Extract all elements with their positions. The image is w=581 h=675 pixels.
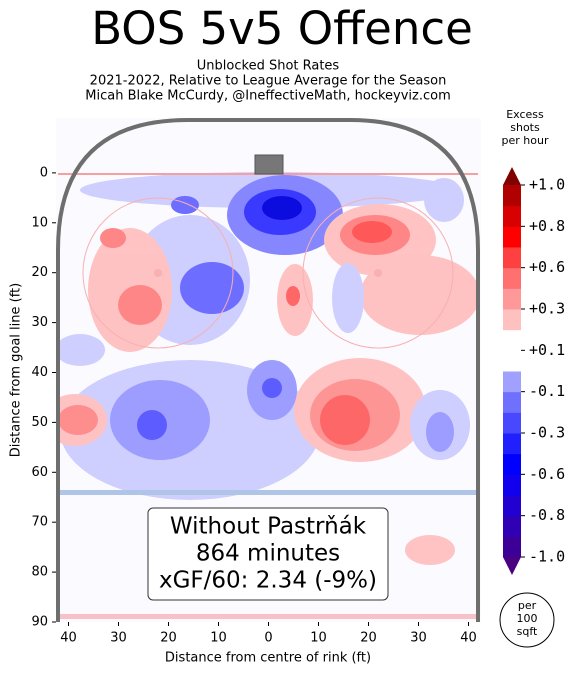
y-tick-label: 10 (31, 215, 48, 230)
subtitle: 2021-2022, Relative to League Average fo… (90, 74, 447, 89)
size-legend-label: per 100 sqft (516, 599, 538, 638)
colorbar-tick-label: +1.0 (529, 176, 565, 194)
colorbar-band (503, 205, 521, 227)
colorbar-band (503, 453, 521, 475)
subtitle: Unblocked Shot Rates (197, 59, 340, 74)
x-tick-label: 40 (60, 631, 77, 646)
annotation-box (147, 507, 389, 601)
colorbar-band (503, 474, 521, 496)
faceoff-dot (374, 269, 382, 277)
colorbar-extend (503, 557, 521, 575)
colorbar-tick-label: +0.8 (529, 217, 565, 235)
chart-title: BOS 5v5 Offence (91, 2, 473, 55)
x-tick-label: 20 (160, 631, 177, 646)
colorbar-title: Excess shots per hour (501, 108, 549, 147)
colorbar-tick-label: -0.6 (529, 465, 565, 483)
y-tick-label: 30 (31, 315, 48, 330)
colorbar-tick-label: +0.6 (529, 258, 565, 276)
colorbar-band (503, 350, 521, 372)
colorbar-tick-label: +0.1 (529, 341, 565, 359)
goal (254, 154, 284, 175)
y-tick-label: 90 (31, 615, 48, 630)
colorbar-band (503, 226, 521, 248)
annotation: 864 minutes (196, 541, 340, 567)
colorbar-band (503, 515, 521, 537)
colorbar-band (503, 309, 521, 331)
x-tick-label: 20 (360, 631, 377, 646)
x-tick-label: 30 (110, 631, 127, 646)
colorbar-tick-label: -0.3 (529, 424, 565, 442)
x-tick-label: 40 (460, 631, 477, 646)
colorbar-band (503, 371, 521, 393)
annotation: xGF/60: 2.34 (-9%) (159, 568, 377, 594)
colorbar-band (503, 412, 521, 434)
colorbar-tick-label: +0.3 (529, 300, 565, 318)
colorbar-tick-label: -1.0 (529, 548, 565, 566)
faceoff-dot (154, 269, 162, 277)
faceoff-circle (302, 197, 454, 349)
colorbar-band (503, 247, 521, 269)
colorbar-band (503, 329, 521, 351)
size-legend-circle (499, 592, 555, 648)
faceoff-circle (82, 197, 234, 349)
centre-line (58, 614, 478, 619)
boards (56, 118, 480, 622)
colorbar-band (503, 267, 521, 289)
colorbar-band (503, 536, 521, 558)
x-tick-label: 0 (264, 631, 272, 646)
colorbar-band (503, 391, 521, 413)
colorbar-tick-label: -0.1 (529, 382, 565, 400)
colorbar-extend (503, 167, 521, 185)
y-tick-label: 50 (31, 415, 48, 430)
subtitle: Micah Blake McCurdy, @IneffectiveMath, h… (85, 89, 451, 104)
blue-line (58, 490, 478, 495)
y-tick-label: 40 (31, 365, 48, 380)
y-tick-label: 70 (31, 515, 48, 530)
colorbar-tick-label: -0.8 (529, 506, 565, 524)
colorbar-band (503, 288, 521, 310)
x-tick-label: 30 (410, 631, 427, 646)
y-tick-label: 80 (31, 565, 48, 580)
annotation: Without Pastrňák (170, 514, 367, 540)
x-tick-label: 10 (310, 631, 327, 646)
x-tick-label: 10 (210, 631, 227, 646)
y-tick-label: 0 (40, 165, 48, 180)
y-tick-label: 20 (31, 265, 48, 280)
colorbar-band (503, 433, 521, 455)
colorbar-band (503, 185, 521, 207)
contours (58, 172, 478, 565)
y-axis-label: Distance from goal line (ft) (9, 283, 24, 457)
x-axis-label: Distance from centre of rink (ft) (165, 651, 371, 666)
colorbar-band (503, 495, 521, 517)
y-tick-label: 60 (31, 465, 48, 480)
